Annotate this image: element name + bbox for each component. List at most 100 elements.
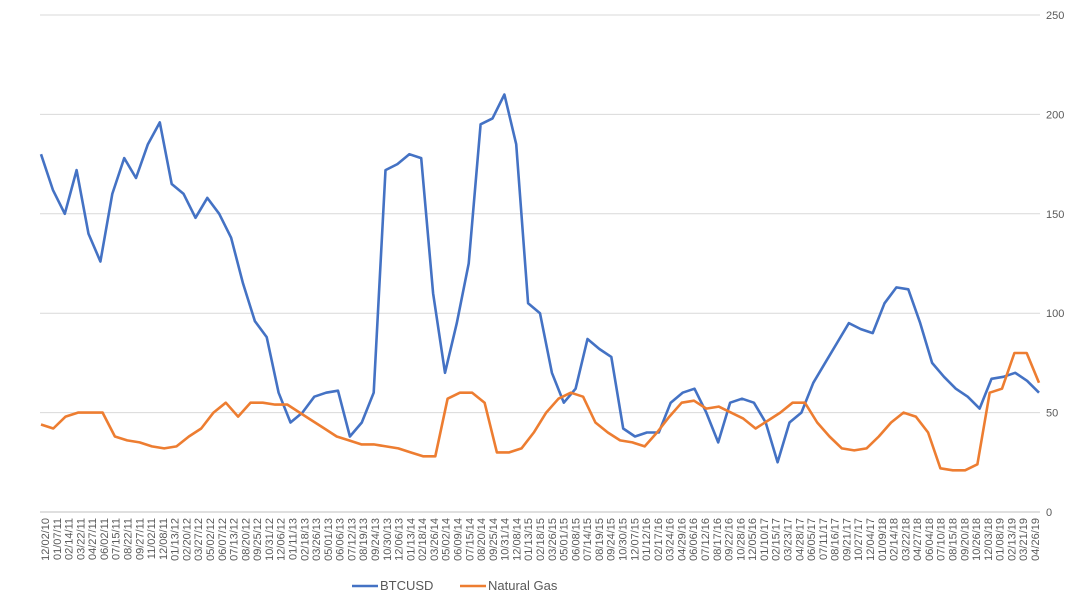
x-tick-label: 02/18/13 — [299, 518, 311, 561]
y-tick-label: 150 — [1046, 209, 1064, 221]
x-tick-label: 02/14/18 — [889, 518, 901, 561]
x-tick-label: 09/24/15 — [606, 518, 618, 561]
x-tick-label: 10/28/16 — [735, 518, 747, 561]
x-tick-label: 10/30/15 — [618, 518, 630, 561]
series-line-btcusd — [39, 93, 1040, 464]
x-tick-label: 05/01/15 — [559, 518, 571, 561]
x-tick-label: 08/20/12 — [240, 518, 252, 561]
x-tick-label: 06/04/18 — [924, 518, 936, 561]
x-tick-label: 12/06/12 — [276, 518, 288, 561]
x-tick-label: 02/20/12 — [181, 518, 193, 561]
series-group — [39, 93, 1041, 472]
x-tick-label: 04/26/19 — [1030, 518, 1042, 561]
x-tick-label: 03/24/16 — [665, 518, 677, 561]
x-tick-label: 03/21/19 — [1018, 518, 1030, 561]
y-tick-label: 100 — [1046, 308, 1064, 320]
legend-label: BTCUSD — [380, 578, 433, 593]
x-tick-label: 08/19/13 — [358, 518, 370, 561]
x-tick-label: 04/27/18 — [912, 518, 924, 561]
y-axis: 0 50 100 150 200 250 — [1046, 10, 1064, 519]
x-tick-label: 07/14/15 — [582, 518, 594, 561]
x-tick-label: 01/11/13 — [288, 518, 300, 560]
x-tick-label: 12/08/11 — [158, 518, 170, 560]
x-tick-label: 01/13/14 — [405, 518, 417, 561]
x-tick-label: 01/10/17 — [759, 518, 771, 561]
y-tick-label: 50 — [1046, 408, 1058, 420]
x-tick-label: 09/24/13 — [370, 518, 382, 561]
x-tick-label: 01/13/15 — [523, 518, 535, 561]
x-tick-label: 01/08/19 — [995, 518, 1007, 561]
x-tick-label: 09/25/14 — [488, 518, 500, 561]
x-tick-label: 03/26/13 — [311, 518, 323, 561]
x-tick-label: 12/03/18 — [983, 518, 995, 561]
x-tick-label: 12/07/15 — [629, 518, 641, 561]
x-tick-label: 03/26/14 — [429, 518, 441, 561]
x-tick-label: 11/02/11 — [146, 518, 158, 559]
x-tick-label: 01/07/11 — [52, 518, 64, 560]
x-tick-label: 10/30/13 — [382, 518, 394, 561]
x-tick-label: 07/12/13 — [346, 518, 358, 561]
x-tick-label: 06/06/13 — [335, 518, 347, 561]
x-tick-label: 03/22/11 — [75, 518, 87, 560]
x-tick-label: 06/09/14 — [453, 518, 465, 561]
x-tick-label: 04/27/11 — [87, 518, 99, 560]
x-tick-label: 02/13/19 — [1006, 518, 1018, 561]
x-tick-label: 01/12/16 — [641, 518, 653, 561]
x-tick-label: 12/05/16 — [747, 518, 759, 561]
x-tick-label: 10/31/14 — [500, 518, 512, 561]
x-tick-label: 02/18/14 — [417, 518, 429, 561]
x-tick-label: 09/27/11 — [134, 518, 146, 560]
x-tick-label: 07/15/14 — [464, 518, 476, 561]
x-tick-label: 12/08/14 — [511, 518, 523, 561]
x-tick-label: 03/26/15 — [547, 518, 559, 561]
x-tick-label: 05/01/13 — [323, 518, 335, 561]
x-tick-label: 06/05/17 — [806, 518, 818, 561]
x-axis: 12/02/10 01/07/11 02/14/11 03/22/11 04/27/11… — [40, 518, 1042, 561]
x-tick-label: 09/25/12 — [252, 518, 264, 561]
y-tick-label: 200 — [1046, 109, 1064, 121]
x-tick-label: 03/27/12 — [193, 518, 205, 561]
x-tick-label: 06/02/11 — [99, 518, 111, 560]
x-tick-label: 07/12/16 — [700, 518, 712, 561]
x-tick-label: 06/06/16 — [688, 518, 700, 561]
x-tick-label: 08/22/11 — [123, 518, 135, 560]
x-tick-label: 12/04/17 — [865, 518, 877, 561]
x-tick-label: 07/13/12 — [229, 518, 241, 561]
x-tick-label: 01/13/12 — [170, 518, 182, 561]
x-tick-label: 10/27/17 — [853, 518, 865, 561]
y-tick-label: 0 — [1046, 507, 1052, 519]
x-tick-label: 02/17/16 — [653, 518, 665, 561]
x-tick-label: 06/08/15 — [570, 518, 582, 561]
x-tick-label: 01/09/18 — [877, 518, 889, 561]
x-tick-label: 05/02/12 — [205, 518, 217, 561]
x-tick-label: 12/02/10 — [40, 518, 52, 561]
x-tick-label: 09/20/18 — [959, 518, 971, 561]
x-tick-label: 12/06/13 — [394, 518, 406, 561]
x-tick-label: 10/31/12 — [264, 518, 276, 561]
x-tick-label: 10/26/18 — [971, 518, 983, 561]
x-tick-label: 05/02/14 — [441, 518, 453, 561]
series-line-natural-gas — [40, 351, 1041, 472]
x-tick-label: 08/17/16 — [712, 518, 724, 561]
x-tick-label: 04/28/17 — [794, 518, 806, 561]
legend-label: Natural Gas — [488, 578, 558, 593]
x-tick-label: 09/21/17 — [841, 518, 853, 561]
x-tick-label: 08/16/17 — [830, 518, 842, 561]
gridlines — [40, 14, 1040, 513]
x-tick-label: 03/23/17 — [783, 518, 795, 561]
x-tick-label: 04/29/16 — [676, 518, 688, 561]
x-tick-label: 07/10/18 — [936, 518, 948, 561]
x-tick-label: 07/15/11 — [111, 518, 123, 560]
x-tick-label: 08/20/14 — [476, 518, 488, 561]
legend: BTCUSD Natural Gas — [352, 578, 558, 593]
x-tick-label: 09/22/16 — [724, 518, 736, 561]
x-tick-label: 06/07/12 — [217, 518, 229, 561]
y-tick-label: 250 — [1046, 10, 1064, 22]
x-tick-label: 02/15/17 — [771, 518, 783, 561]
x-tick-label: 02/18/15 — [535, 518, 547, 561]
x-tick-label: 08/15/18 — [948, 518, 960, 561]
x-tick-label: 03/22/18 — [900, 518, 912, 561]
x-tick-label: 02/14/11 — [64, 518, 76, 560]
